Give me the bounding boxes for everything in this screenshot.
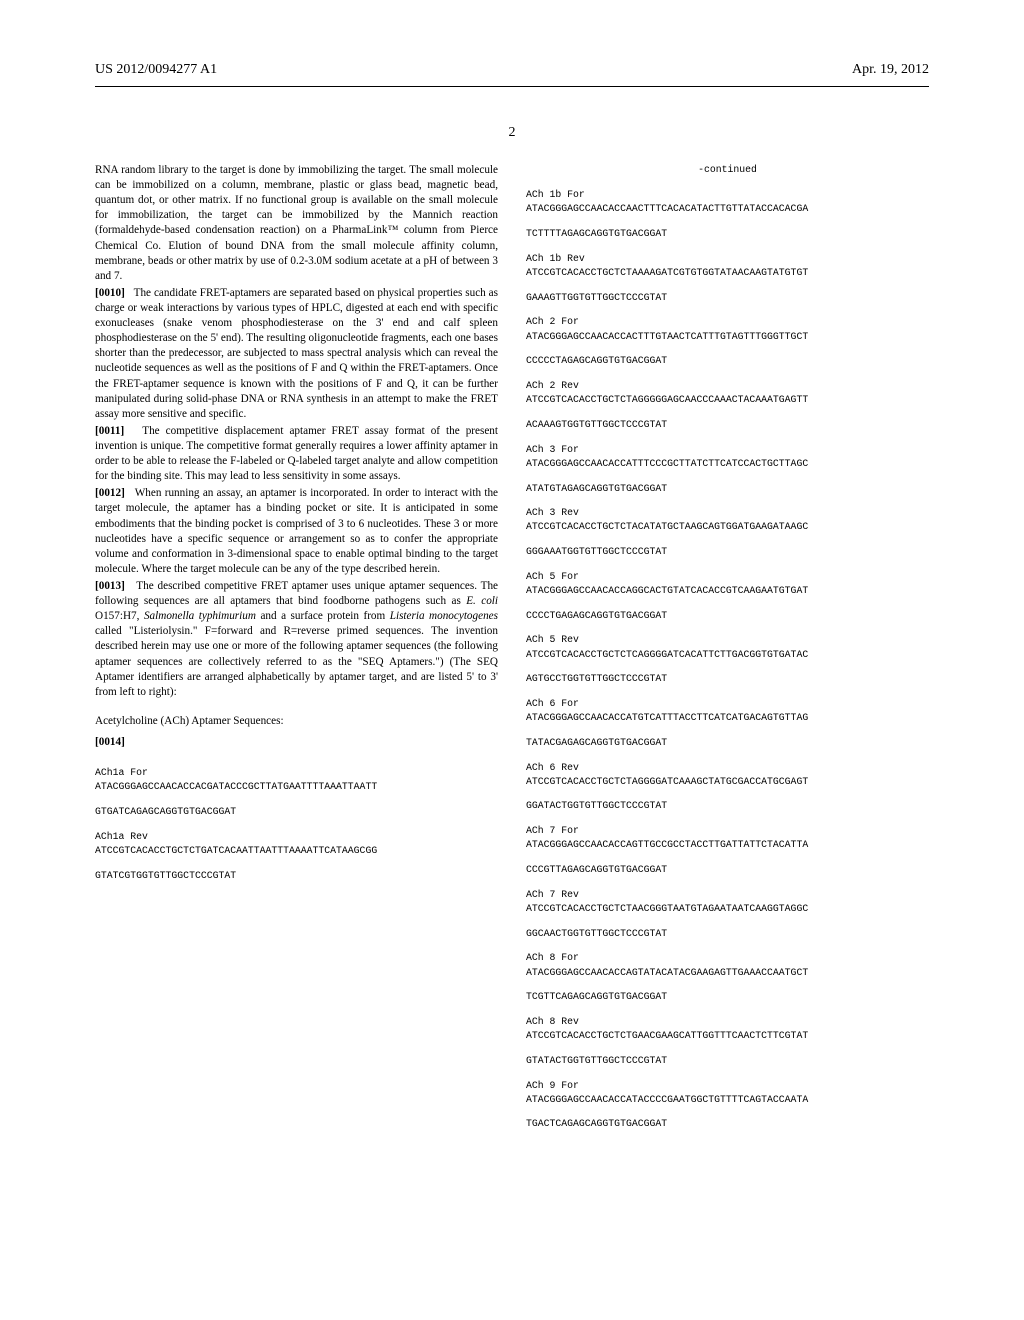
seq-label: ACh 6 For — [526, 697, 929, 710]
para-013-num: [0013] — [95, 580, 125, 592]
para-011-text: The competitive displacement aptamer FRE… — [95, 425, 498, 482]
ecoli-italic: E. coli — [466, 595, 498, 607]
para-013: [0013] The described competitive FRET ap… — [95, 579, 498, 700]
seq-label: ACh 9 For — [526, 1079, 929, 1092]
para-011-num: [0011] — [95, 425, 124, 437]
para-012: [0012] When running an assay, an aptamer… — [95, 486, 498, 577]
seq-line: ATCCGTCACACCTGCTCTACATATGCTAAGCAGTGGATGA… — [526, 520, 929, 535]
seq-line: ATACGGGAGCCAACACCAGTATACATACGAAGAGTTGAAA… — [526, 966, 929, 981]
seq-ach1a-for: ACh1a For ATACGGGAGCCAACACCACGATACCCGCTT… — [95, 766, 498, 820]
para-012-text: When running an assay, an aptamer is inc… — [95, 487, 498, 575]
sequence-block: ACh 2 RevATCCGTCACACCTGCTCTAGGGGGAGCAACC… — [526, 379, 929, 433]
seq-line: ATCCGTCACACCTGCTCTGAACGAAGCATTGGTTTCAACT… — [526, 1029, 929, 1044]
seq-line: TCGTTCAGAGCAGGTGTGACGGAT — [526, 990, 929, 1005]
sequence-block: ACh 8 RevATCCGTCACACCTGCTCTGAACGAAGCATTG… — [526, 1015, 929, 1069]
seq-line: ATCCGTCACACCTGCTCTAGGGGGAGCAACCCAAACTACA… — [526, 393, 929, 408]
sequence-block: ACh 8 For ATACGGGAGCCAACACCAGTATACATACGAA… — [526, 951, 929, 1005]
seq-line: ATCCGTCACACCTGCTCTGATCACAATTAATTTAAAATTC… — [95, 844, 498, 859]
seq-label: ACh 3 For — [526, 443, 929, 456]
sequence-block: ACh 1b ForATACGGGAGCCAACACCAACTTTCACACAT… — [526, 188, 929, 242]
continued-label: -continued — [526, 163, 929, 176]
para-013-text-3: and a surface protein from — [256, 610, 390, 622]
salmonella-italic: Salmonella typhimurium — [144, 610, 256, 622]
seq-label: ACh 8 For — [526, 951, 929, 964]
sequence-block: ACh 5 ForATACGGGAGCCAACACCAGGCACTGTATCAC… — [526, 570, 929, 624]
seq-label: ACh1a For — [95, 766, 498, 779]
para-010-text: The candidate FRET-aptamers are separate… — [95, 287, 498, 420]
seq-label: ACh 1b For — [526, 188, 929, 201]
page-number: 2 — [0, 125, 1024, 141]
sequence-block: ACh 1b RevATCCGTCACACCTGCTCTAAAAGATCGTGT… — [526, 252, 929, 306]
para-013-text-1: The described competitive FRET aptamer u… — [95, 580, 498, 607]
para-013-text-4: called "Listeriolysin." F=forward and R=… — [95, 625, 498, 697]
sequence-block: ACh 2 For ATACGGGAGCCAACACCACTTTGTAACTCAT… — [526, 315, 929, 369]
seq-label: ACh 2 For — [526, 315, 929, 328]
seq-line: TATACGAGAGCAGGTGTGACGGAT — [526, 736, 929, 751]
seq-line: ATACGGGAGCCAACACCACGATACCCGCTTATGAATTTTA… — [95, 780, 498, 795]
para-013-text-2: O157:H7, — [95, 610, 144, 622]
seq-label: ACh 3 Rev — [526, 506, 929, 519]
left-sequences: ACh1a For ATACGGGAGCCAACACCACGATACCCGCTT… — [95, 766, 498, 883]
left-column: RNA random library to the target is done… — [95, 163, 498, 1142]
seq-line: ATCCGTCACACCTGCTCTAACGGGTAATGTAGAATAATCA… — [526, 902, 929, 917]
sequence-block: ACh 6 ForATACGGGAGCCAACACCATGTCATTTACCTT… — [526, 697, 929, 751]
para-010-num: [0010] — [95, 287, 125, 299]
para-011: [0011] The competitive displacement apta… — [95, 424, 498, 484]
seq-label: ACh 2 Rev — [526, 379, 929, 392]
main-content: RNA random library to the target is done… — [0, 141, 1024, 1142]
sequence-block: ACh 9 ForATACGGGAGCCAACACCATACCCCGAATGGC… — [526, 1079, 929, 1133]
seq-line: ATACGGGAGCCAACACCATGTCATTTACCTTCATCATGAC… — [526, 711, 929, 726]
seq-line: ATCCGTCACACCTGCTCTCAGGGGATCACATTCTTGACGG… — [526, 648, 929, 663]
para-010: [0010] The candidate FRET-aptamers are s… — [95, 286, 498, 422]
sequence-block: ACh 7 ForATACGGGAGCCAACACCAGTTGCCGCCTACC… — [526, 824, 929, 878]
seq-label: ACh 8 Rev — [526, 1015, 929, 1028]
seq-line: GGATACTGGTGTTGGCTCCCGTAT — [526, 799, 929, 814]
para-009-cont: RNA random library to the target is done… — [95, 163, 498, 284]
sequence-block: ACh 7 RevATCCGTCACACCTGCTCTAACGGGTAATGTA… — [526, 888, 929, 942]
seq-line: GTATCGTGGTGTTGGCTCCCGTAT — [95, 869, 498, 884]
seq-line: ATCCGTCACACCTGCTCTAGGGGATCAAAGCTATGCGACC… — [526, 775, 929, 790]
seq-line: GGGAAATGGTGTTGGCTCCCGTAT — [526, 545, 929, 560]
seq-line: TGACTCAGAGCAGGTGTGACGGAT — [526, 1117, 929, 1132]
para-012-num: [0012] — [95, 487, 125, 499]
seq-line: AGTGCCTGGTGTTGGCTCCCGTAT — [526, 672, 929, 687]
seq-line: ATACGGGAGCCAACACCAGTTGCCGCCTACCTTGATTATT… — [526, 838, 929, 853]
seq-label: ACh 1b Rev — [526, 252, 929, 265]
seq-ach1a-rev: ACh1a Rev ATCCGTCACACCTGCTCTGATCACAATTAA… — [95, 830, 498, 884]
seq-line: GTGATCAGAGCAGGTGTGACGGAT — [95, 805, 498, 820]
right-sequences: ACh 1b ForATACGGGAGCCAACACCAACTTTCACACAT… — [526, 188, 929, 1132]
seq-line: ATACGGGAGCCAACACCAGGCACTGTATCACACCGTCAAG… — [526, 584, 929, 599]
seq-line: ATCCGTCACACCTGCTCTAAAAGATCGTGTGGTATAACAA… — [526, 266, 929, 281]
seq-line: TCTTTTAGAGCAGGTGTGACGGAT — [526, 227, 929, 242]
seq-label: ACh1a Rev — [95, 830, 498, 843]
seq-line: GAAAGTTGGTGTTGGCTCCCGTAT — [526, 291, 929, 306]
sequence-block: ACh 5 Rev ATCCGTCACACCTGCTCTCAGGGGATCACAT… — [526, 633, 929, 687]
seq-line: ATACGGGAGCCAACACCAACTTTCACACATACTTGTTATA… — [526, 202, 929, 217]
seq-label: ACh 5 For — [526, 570, 929, 583]
seq-line: ATACGGGAGCCAACACCATACCCCGAATGGCTGTTTTCAG… — [526, 1093, 929, 1108]
publication-number: US 2012/0094277 A1 — [95, 62, 217, 78]
seq-line: GGCAACTGGTGTTGGCTCCCGTAT — [526, 927, 929, 942]
seq-label: ACh 7 Rev — [526, 888, 929, 901]
seq-label: ACh 5 Rev — [526, 633, 929, 646]
para-014: [0014] — [95, 735, 498, 750]
seq-line: ATACGGGAGCCAACACCACTTTGTAACTCATTTGTAGTTT… — [526, 330, 929, 345]
sequence-block: ACh 6 RevATCCGTCACACCTGCTCTAGGGGATCAAAGC… — [526, 761, 929, 815]
seq-label: ACh 7 For — [526, 824, 929, 837]
seq-line: GTATACTGGTGTTGGCTCCCGTAT — [526, 1054, 929, 1069]
seq-line: ATATGTAGAGCAGGTGTGACGGAT — [526, 482, 929, 497]
seq-line: CCCGTTAGAGCAGGTGTGACGGAT — [526, 863, 929, 878]
header-divider — [95, 86, 929, 87]
section-title-ach: Acetylcholine (ACh) Aptamer Sequences: — [95, 714, 498, 729]
seq-line: CCCCCTAGAGCAGGTGTGACGGAT — [526, 354, 929, 369]
listeria-italic: Listeria monocytogenes — [390, 610, 498, 622]
seq-label: ACh 6 Rev — [526, 761, 929, 774]
seq-line: ATACGGGAGCCAACACCATTTCCCGCTTATCTTCATCCAC… — [526, 457, 929, 472]
sequence-block: ACh 3 ForATACGGGAGCCAACACCATTTCCCGCTTATC… — [526, 443, 929, 497]
seq-line: ACAAAGTGGTGTTGGCTCCCGTAT — [526, 418, 929, 433]
sequence-block: ACh 3 RevATCCGTCACACCTGCTCTACATATGCTAAGC… — [526, 506, 929, 560]
right-column: -continued ACh 1b ForATACGGGAGCCAACACCAA… — [526, 163, 929, 1142]
publication-date: Apr. 19, 2012 — [852, 62, 929, 78]
seq-line: CCCCTGAGAGCAGGTGTGACGGAT — [526, 609, 929, 624]
